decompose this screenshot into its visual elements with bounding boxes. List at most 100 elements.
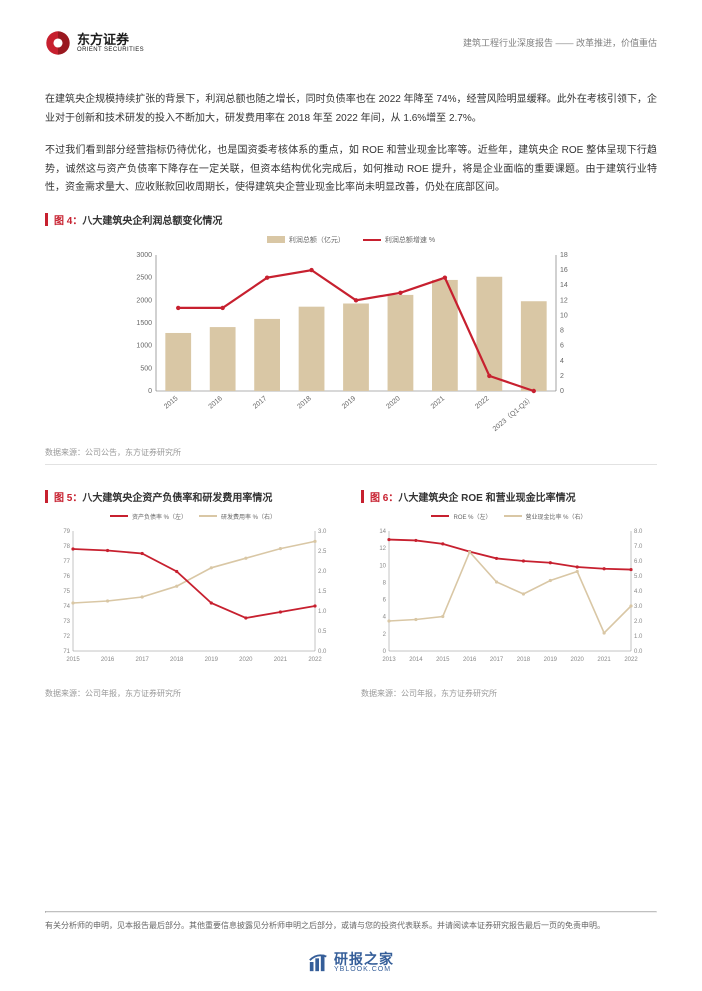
svg-text:14: 14 (560, 282, 568, 289)
brand-en: ORIENT SECURITIES (77, 47, 144, 54)
svg-text:12: 12 (379, 546, 386, 552)
svg-text:2020: 2020 (239, 657, 253, 663)
svg-text:1.0: 1.0 (318, 609, 327, 615)
footer-brand-en: YBLOOK.COM (334, 966, 394, 973)
svg-text:2022: 2022 (624, 657, 638, 663)
svg-text:3.0: 3.0 (634, 604, 643, 610)
figure6-title: 八大建筑央企 ROE 和营业现金比率情况 (398, 493, 575, 504)
figure4-source: 数据来源：公司公告，东方证券研究所 (45, 447, 657, 458)
figure6-prefix: 图 6： (370, 493, 398, 504)
legend5-a: 资产负债率 %（左） (132, 512, 187, 521)
svg-text:2018: 2018 (296, 395, 313, 410)
figure6-legend: ROE %（左） 营业现金比率 %（右） (361, 512, 657, 521)
legend6-a: ROE %（左） (453, 512, 491, 521)
svg-text:1000: 1000 (136, 342, 152, 349)
svg-text:2019: 2019 (544, 657, 558, 663)
figure4-chart: 0500100015002000250030000246810121416182… (45, 249, 657, 439)
svg-text:14: 14 (379, 529, 386, 535)
svg-text:1.5: 1.5 (318, 589, 327, 595)
svg-text:79: 79 (63, 529, 70, 535)
brand-cn: 东方证券 (77, 33, 144, 47)
figure6-bar-icon (361, 490, 364, 503)
svg-text:2.5: 2.5 (318, 549, 327, 555)
svg-text:5.0: 5.0 (634, 574, 643, 580)
legend4-bar: 利润总额（亿元） (289, 235, 345, 245)
svg-text:0.0: 0.0 (634, 649, 643, 655)
svg-text:1.0: 1.0 (634, 634, 643, 640)
figure5-prefix: 图 5： (54, 493, 82, 504)
svg-text:16: 16 (560, 267, 568, 274)
svg-text:8: 8 (560, 327, 564, 334)
svg-text:2017: 2017 (252, 395, 269, 410)
svg-text:8: 8 (383, 580, 387, 586)
figure5-chart: 7172737475767778790.00.51.01.52.02.53.02… (45, 525, 340, 675)
figure4-bar-icon (45, 213, 48, 226)
svg-text:1500: 1500 (136, 320, 152, 327)
svg-text:2500: 2500 (136, 274, 152, 281)
svg-text:6: 6 (383, 597, 387, 603)
svg-text:0: 0 (148, 388, 152, 395)
svg-text:2016: 2016 (208, 395, 225, 410)
svg-text:2016: 2016 (101, 657, 115, 663)
figure6-source: 数据来源：公司年报，东方证券研究所 (361, 688, 657, 699)
svg-text:8.0: 8.0 (634, 529, 643, 535)
svg-text:2021: 2021 (430, 395, 447, 410)
svg-text:2013: 2013 (382, 657, 396, 663)
svg-text:3000: 3000 (136, 252, 152, 259)
svg-text:6.0: 6.0 (634, 559, 643, 565)
svg-text:4: 4 (383, 614, 387, 620)
svg-text:2: 2 (560, 372, 564, 379)
svg-text:4: 4 (560, 357, 564, 364)
svg-text:2.0: 2.0 (634, 619, 643, 625)
yblook-icon (308, 951, 330, 973)
svg-text:2021: 2021 (274, 657, 288, 663)
svg-text:2018: 2018 (517, 657, 531, 663)
svg-text:2: 2 (383, 631, 387, 637)
svg-text:71: 71 (63, 649, 70, 655)
divider-1 (45, 464, 657, 465)
svg-text:2000: 2000 (136, 297, 152, 304)
svg-text:10: 10 (379, 563, 386, 569)
figure6-chart: 024681012140.01.02.03.04.05.06.07.08.020… (361, 525, 656, 675)
paragraph-2: 不过我们看到部分经营指标仍待优化，也是国资委考核体系的重点，如 ROE 和营业现… (45, 142, 657, 198)
svg-text:2022: 2022 (308, 657, 322, 663)
footer-brand: 研报之家 YBLOOK.COM (0, 951, 702, 973)
svg-text:2020: 2020 (385, 395, 402, 410)
figure5-source: 数据来源：公司年报，东方证券研究所 (45, 688, 341, 699)
svg-text:18: 18 (560, 252, 568, 259)
footer-brand-cn: 研报之家 (334, 952, 394, 966)
page-header: 东方证券 ORIENT SECURITIES 建筑工程行业深度报告 —— 改革推… (45, 30, 657, 56)
svg-text:2017: 2017 (135, 657, 149, 663)
svg-text:74: 74 (63, 604, 70, 610)
figure5-title: 八大建筑央企资产负债率和研发费用率情况 (82, 493, 272, 504)
svg-text:2020: 2020 (571, 657, 585, 663)
svg-text:2.0: 2.0 (318, 569, 327, 575)
legend5-b: 研发费用率 %（右） (221, 512, 276, 521)
paragraph-1: 在建筑央企规模持续扩张的背景下，利润总额也随之增长，同时负债率也在 2022 年… (45, 91, 657, 128)
svg-text:2021: 2021 (597, 657, 611, 663)
brand-logo: 东方证券 ORIENT SECURITIES (45, 30, 144, 56)
legend6-b: 营业现金比率 %（右） (526, 512, 587, 521)
figure5-title-row: 图 5：八大建筑央企资产负债率和研发费用率情况 (45, 489, 341, 504)
figure4-legend: 利润总额（亿元） 利润总额增速 % (45, 235, 657, 245)
svg-text:0: 0 (560, 388, 564, 395)
svg-text:78: 78 (63, 544, 70, 550)
svg-text:2017: 2017 (490, 657, 504, 663)
figure5-legend: 资产负债率 %（左） 研发费用率 %（右） (45, 512, 341, 521)
svg-text:0: 0 (383, 649, 387, 655)
figure4-prefix: 图 4： (54, 216, 82, 227)
footer-divider (45, 911, 657, 913)
svg-text:6: 6 (560, 342, 564, 349)
header-subtitle: 建筑工程行业深度报告 —— 改革推进，价值重估 (463, 30, 657, 49)
svg-text:2019: 2019 (341, 395, 358, 410)
footer-disclaimer: 有关分析师的申明，见本报告最后部分。其他重要信息披露见分析师申明之后部分，或请与… (45, 920, 657, 931)
svg-text:0.5: 0.5 (318, 629, 327, 635)
svg-text:500: 500 (140, 365, 152, 372)
svg-text:73: 73 (63, 619, 70, 625)
figure6-title-row: 图 6：八大建筑央企 ROE 和营业现金比率情况 (361, 489, 657, 504)
svg-text:12: 12 (560, 297, 568, 304)
svg-text:2014: 2014 (409, 657, 423, 663)
figure4-title-row: 图 4：八大建筑央企利润总额变化情况 (45, 212, 657, 227)
svg-text:7.0: 7.0 (634, 544, 643, 550)
orient-securities-icon (45, 30, 71, 56)
